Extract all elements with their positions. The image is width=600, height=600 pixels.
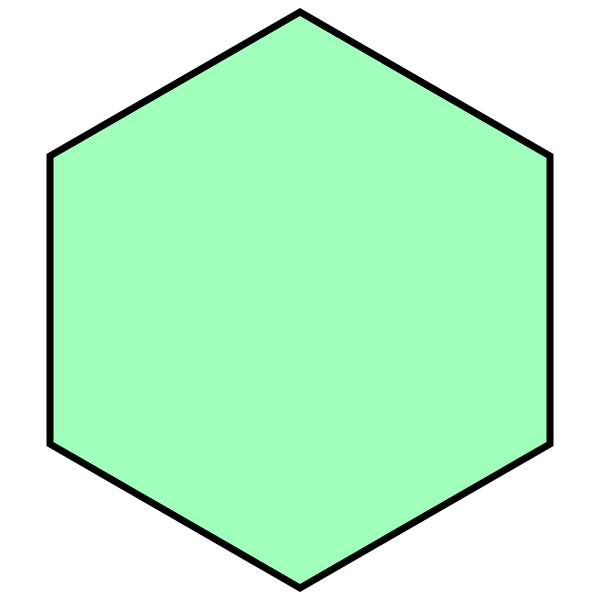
hexagon-shape [46, 7, 554, 593]
